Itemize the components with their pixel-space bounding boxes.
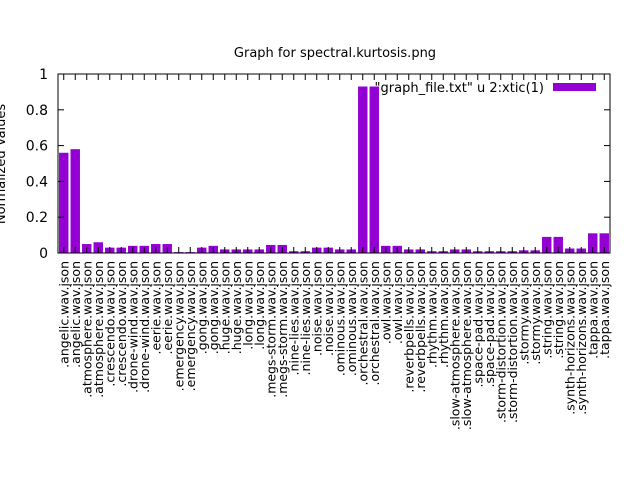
y-tick-label-0: 0: [39, 246, 48, 262]
x-tick-label-47: .tappa.wav.json: [597, 261, 612, 359]
bar-42: [542, 236, 552, 253]
x-tick-label-30: .reverbpells.wav.json: [401, 261, 416, 393]
x-tick-label-39: .storm-distortion.wav.json: [505, 261, 520, 423]
x-tick-label-14: .huge.wav.json: [217, 261, 232, 354]
x-tick-label-43: .string.wav.json: [551, 261, 566, 359]
plot-frame: [57, 73, 611, 254]
x-tick-label-28: .owl.wav.json: [378, 261, 393, 344]
x-tick-label-44: .synth-horizons.wav.json: [562, 261, 577, 415]
x-tick-label-2: .atmosphere.wav.json: [79, 261, 94, 398]
x-tick-label-38: .storm-distortion.wav.json: [493, 261, 508, 423]
x-tick-label-10: .emergency.wav.json: [171, 261, 186, 391]
x-tick-label-1: .angelic.wav.json: [68, 261, 83, 368]
x-tick-label-6: .drone-wind.wav.json: [125, 261, 140, 393]
x-tick-label-7: .drone-wind.wav.json: [137, 261, 152, 393]
x-ticks-group: .angelic.wav.json.angelic.wav.json.atmos…: [56, 74, 612, 430]
x-tick-label-41: .stormy.wav.json: [528, 261, 543, 365]
x-tick-label-21: .nine-lies.wav.json: [298, 261, 313, 375]
y-tick-label-4: 0.8: [26, 103, 48, 119]
x-tick-label-17: .long.wav.json: [252, 261, 267, 350]
x-tick-label-32: .rhythm.wav.json: [424, 261, 439, 368]
x-tick-label-4: .crescendo.wav.json: [102, 261, 117, 387]
axes-group: [57, 73, 611, 254]
x-tick-label-33: .rhythm.wav.json: [436, 261, 451, 368]
legend: "graph_file.txt" u 2:xtic(1): [375, 81, 596, 96]
y-tick-label-2: 0.4: [26, 174, 48, 190]
x-tick-label-11: .emergency.wav.json: [183, 261, 198, 391]
x-tick-label-36: .space-pad.wav.json: [470, 261, 485, 388]
x-tick-label-27: .orchestral.wav.json: [367, 261, 382, 385]
bar-47: [599, 233, 609, 253]
bar-46: [588, 233, 598, 253]
x-tick-label-37: .space-pad.wav.json: [482, 261, 497, 388]
x-tick-label-46: .tappa.wav.json: [585, 261, 600, 359]
x-tick-label-20: .nine-lies.wav.json: [286, 261, 301, 375]
x-tick-label-45: .synth-horizons.wav.json: [574, 261, 589, 415]
bars-group: [59, 86, 609, 253]
x-tick-label-9: .eerie.wav.json: [160, 261, 175, 354]
bar-0: [59, 152, 69, 253]
x-tick-label-3: .atmosphere.wav.json: [91, 261, 106, 398]
x-tick-label-22: .noise.wav.json: [309, 261, 324, 356]
x-tick-label-24: .ominous.wav.json: [332, 261, 347, 376]
y-axis-label: Normalized Values: [0, 104, 9, 225]
y-ticks-group: 0 0.2 0.4 0.6 0.8 1: [26, 67, 610, 262]
x-tick-label-40: .stormy.wav.json: [516, 261, 531, 365]
x-tick-label-26: .orchestral.wav.json: [355, 261, 370, 385]
bar-27: [369, 86, 379, 253]
x-tick-label-35: .slow-atmosphere.wav.json: [459, 261, 474, 430]
chart-title: Graph for spectral.kurtosis.png: [234, 46, 436, 61]
y-tick-label-1: 0.2: [26, 210, 48, 226]
legend-label: "graph_file.txt" u 2:xtic(1): [375, 81, 544, 96]
x-tick-label-5: .crescendo.wav.json: [114, 261, 129, 387]
x-tick-label-12: .gong.wav.json: [194, 261, 209, 354]
x-tick-label-31: .reverbpells.wav.json: [413, 261, 428, 393]
y-tick-label-5: 1: [39, 67, 48, 83]
x-tick-label-29: .owl.wav.json: [390, 261, 405, 344]
x-tick-label-34: .slow-atmosphere.wav.json: [447, 261, 462, 430]
x-tick-label-8: .eerie.wav.json: [148, 261, 163, 354]
bar-43: [553, 236, 563, 253]
x-tick-label-25: .ominous.wav.json: [344, 261, 359, 376]
x-tick-label-13: .gong.wav.json: [206, 261, 221, 354]
bar-26: [358, 86, 368, 253]
x-tick-label-42: .string.wav.json: [539, 261, 554, 359]
y-tick-label-3: 0.6: [26, 139, 48, 155]
x-tick-label-23: .noise.wav.json: [321, 261, 336, 356]
legend-swatch: [553, 83, 596, 91]
x-tick-label-0: .angelic.wav.json: [56, 261, 71, 368]
x-tick-label-19: .megs-storm.wav.json: [275, 261, 290, 398]
bar-1: [70, 149, 80, 253]
x-tick-label-15: .huge.wav.json: [229, 261, 244, 354]
x-tick-label-18: .megs-storm.wav.json: [263, 261, 278, 398]
x-tick-label-16: .long.wav.json: [240, 261, 255, 350]
